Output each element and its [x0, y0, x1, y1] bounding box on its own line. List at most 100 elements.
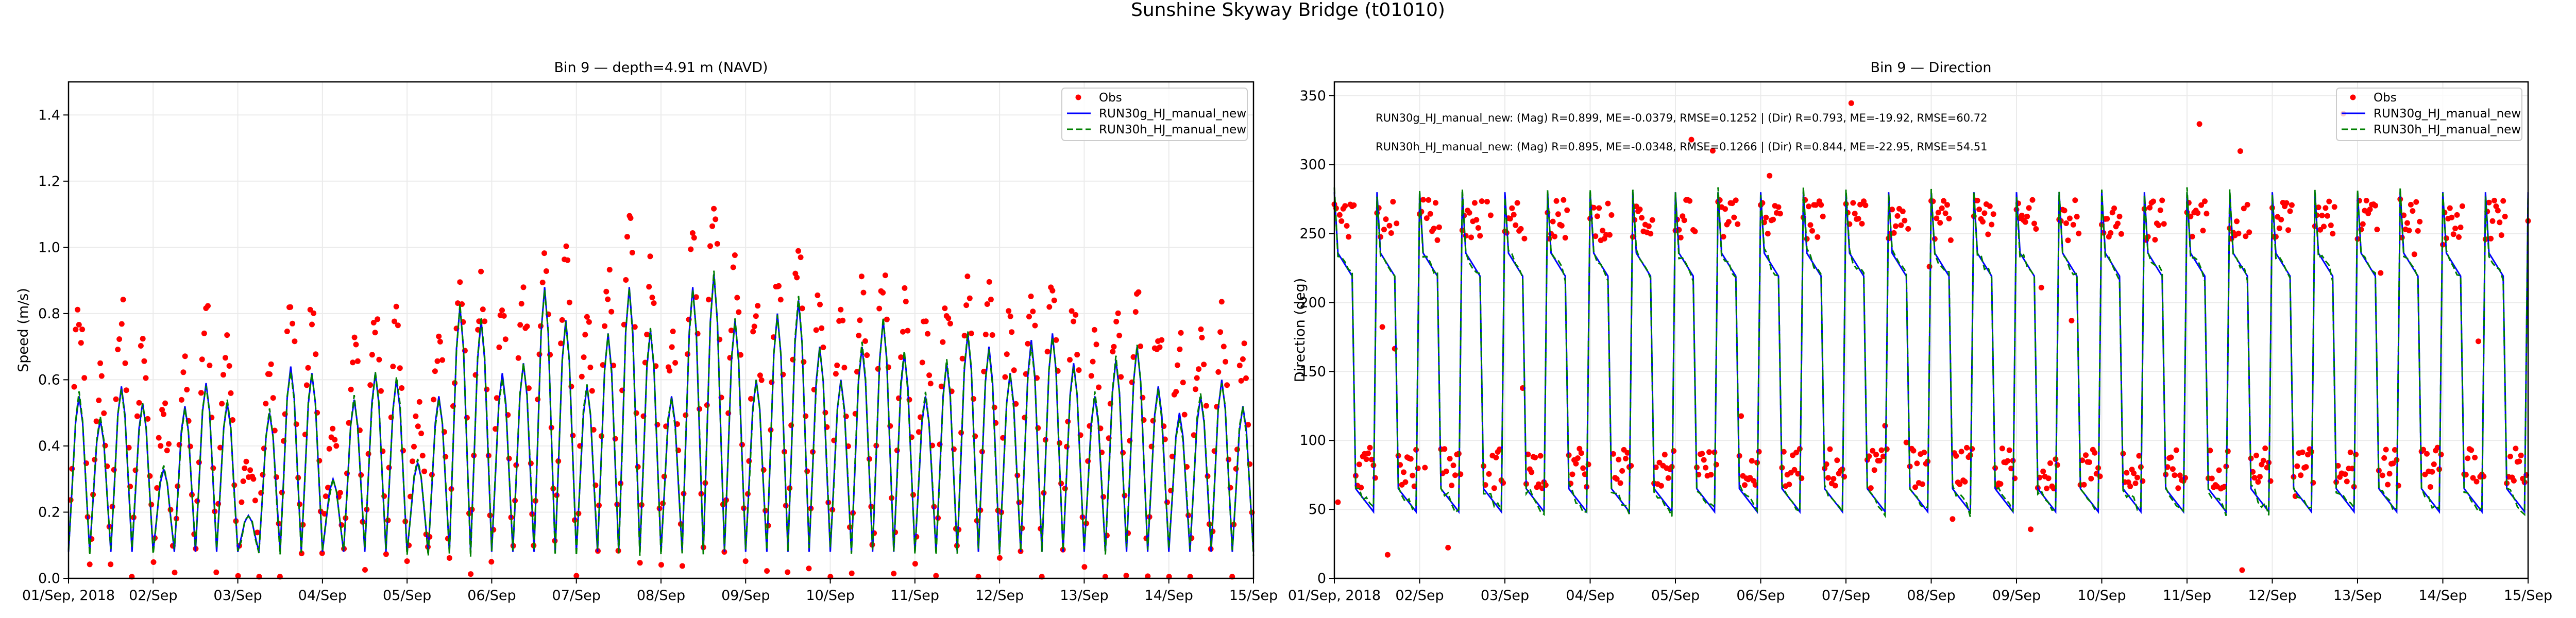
- obs-point: [1550, 218, 1556, 225]
- legend-obs-marker: [2350, 94, 2356, 100]
- obs-point: [501, 313, 507, 319]
- obs-point: [1733, 197, 1739, 203]
- obs-point: [140, 336, 146, 342]
- obs-point: [2429, 469, 2435, 475]
- obs-point: [2115, 220, 2121, 227]
- obs-point: [279, 489, 285, 495]
- obs-point: [1947, 237, 1954, 243]
- obs-point: [1338, 218, 1345, 224]
- obs-point: [255, 529, 260, 536]
- obs-point: [1513, 222, 1519, 228]
- obs-point: [1196, 366, 1202, 372]
- obs-point: [1074, 352, 1080, 358]
- obs-point: [942, 305, 948, 312]
- obs-point: [902, 285, 908, 291]
- obs-point: [2321, 224, 2327, 230]
- obs-point: [1115, 310, 1121, 316]
- obs-point: [1138, 344, 1144, 349]
- obs-point: [2473, 478, 2480, 485]
- obs-point: [1671, 448, 1677, 454]
- obs-point: [2104, 216, 2110, 222]
- obs-point: [1926, 264, 1933, 270]
- obs-point: [1708, 472, 1714, 478]
- obs-point: [1536, 481, 1541, 487]
- obs-point: [305, 365, 311, 371]
- obs-point: [2159, 197, 2165, 203]
- legend-box: [2336, 88, 2522, 141]
- obs-point: [755, 303, 761, 309]
- obs-point: [1452, 472, 1458, 478]
- obs-point: [1199, 335, 1205, 340]
- obs-point: [1665, 475, 1671, 481]
- obs-point: [590, 427, 597, 433]
- obs-point: [959, 355, 965, 362]
- obs-point: [753, 313, 759, 319]
- obs-point: [411, 443, 417, 450]
- obs-point: [2177, 472, 2183, 478]
- obs-point: [584, 314, 590, 320]
- obs-point: [2415, 228, 2421, 234]
- obs-point: [274, 474, 279, 480]
- obs-point: [632, 324, 638, 330]
- obs-point: [1701, 457, 1707, 463]
- obs-point: [1639, 215, 1645, 221]
- obs-point: [502, 336, 509, 342]
- obs-point: [482, 318, 488, 324]
- xtick-label: 07/Sep: [552, 588, 601, 604]
- obs-point: [1555, 211, 1561, 217]
- obs-point: [1903, 439, 1909, 445]
- obs-point: [1969, 446, 1975, 452]
- obs-point: [2243, 233, 2249, 239]
- obs-point: [1562, 235, 1568, 241]
- obs-point: [1198, 326, 1204, 332]
- obs-point: [228, 390, 234, 396]
- xtick-label: 13/Sep: [2333, 588, 2382, 604]
- obs-point: [1002, 374, 1008, 380]
- ytick-label: 300: [1299, 157, 1326, 173]
- obs-point: [1832, 483, 1838, 489]
- obs-point: [2081, 482, 2087, 488]
- obs-point: [1731, 214, 1737, 220]
- obs-point: [964, 273, 971, 280]
- obs-point: [1032, 322, 1038, 329]
- obs-point: [1223, 358, 1229, 365]
- obs-point: [1569, 471, 1575, 477]
- direction-xticks: 01/Sep, 2018 02/Sep 03/Sep 04/Sep 05/Sep 06/S…: [1288, 578, 2552, 604]
- obs-point: [2283, 200, 2290, 206]
- xtick-label: 09/Sep: [1992, 588, 2041, 604]
- obs-point: [1815, 234, 1821, 240]
- obs-point: [2147, 204, 2153, 211]
- obs-point: [143, 375, 149, 381]
- obs-point: [2500, 198, 2506, 204]
- obs-point: [1518, 226, 1524, 232]
- obs-point: [709, 223, 716, 229]
- obs-point: [287, 304, 294, 310]
- obs-point: [1900, 208, 1906, 214]
- obs-point: [1619, 468, 1625, 474]
- obs-point: [1381, 227, 1387, 233]
- obs-point: [1989, 221, 1995, 228]
- obs-point: [1245, 422, 1251, 428]
- obs-point: [1096, 384, 1102, 390]
- obs-point: [400, 448, 406, 454]
- obs-point: [1891, 230, 1897, 236]
- obs-point: [841, 365, 848, 371]
- obs-point: [1218, 299, 1225, 305]
- obs-point: [2458, 225, 2464, 230]
- obs-point: [1735, 221, 1741, 227]
- obs-point: [263, 401, 269, 407]
- figure-suptitle: Sunshine Skyway Bridge (t01010): [1131, 0, 1445, 21]
- obs-point: [1868, 485, 1874, 491]
- obs-point: [2246, 229, 2252, 235]
- obs-point: [141, 358, 147, 364]
- obs-point: [1763, 214, 1769, 220]
- obs-point: [1649, 217, 1655, 223]
- obs-point: [2257, 474, 2263, 480]
- obs-point: [1866, 453, 1872, 459]
- obs-point: [2303, 464, 2309, 470]
- obs-point: [1624, 450, 1631, 456]
- obs-point: [1479, 198, 1485, 204]
- obs-point: [1365, 450, 1371, 456]
- obs-point: [78, 340, 84, 346]
- obs-point: [940, 339, 946, 345]
